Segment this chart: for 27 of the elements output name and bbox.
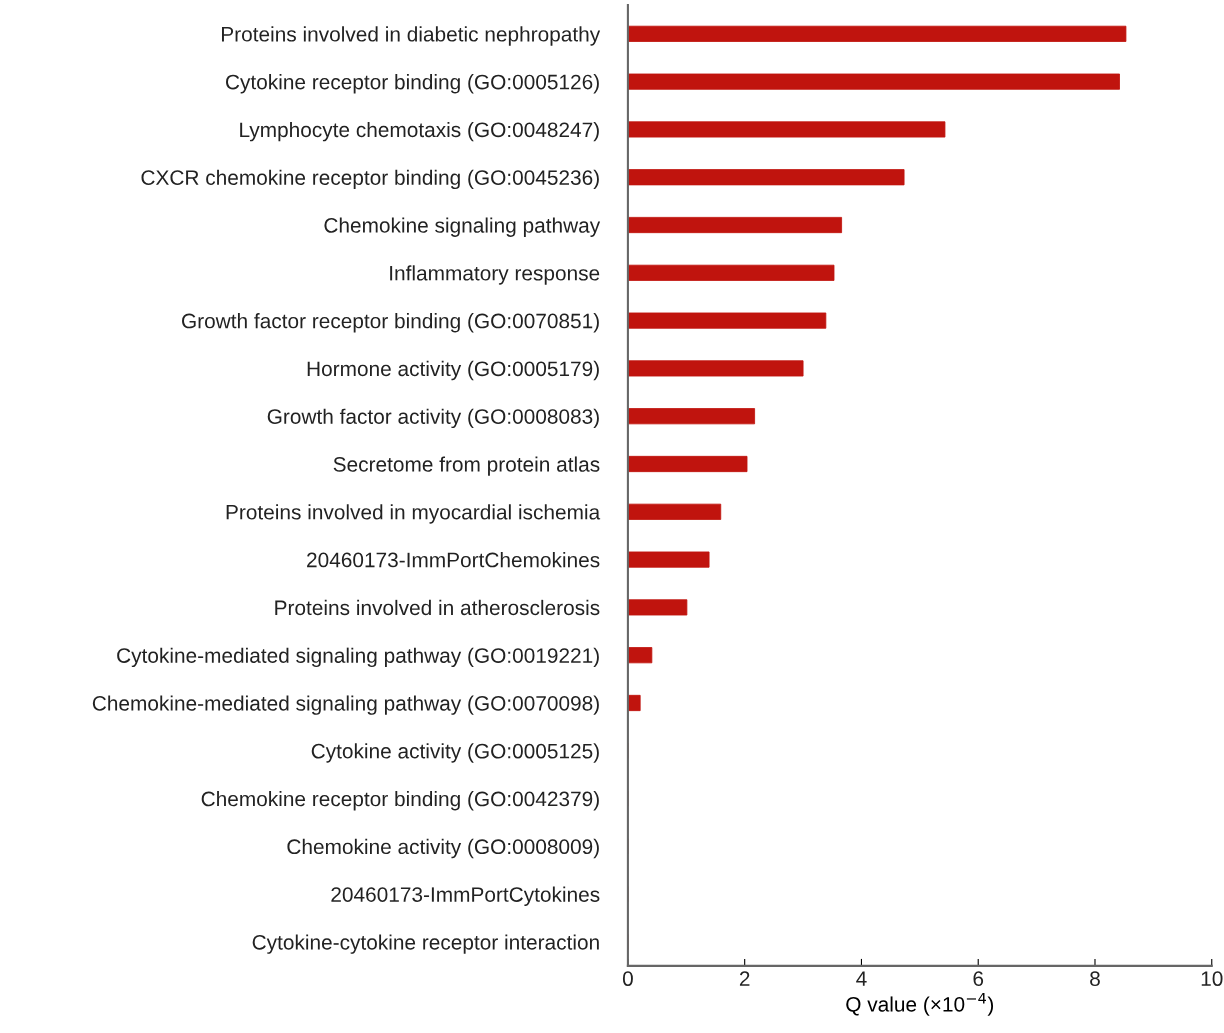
y-tick-label: Chemokine receptor binding (GO:0042379) [201,791,599,811]
y-tick-label: Growth factor receptor binding (GO:0070851) [182,313,599,333]
x-tick-label: 6 [973,971,984,987]
y-tick-label: Proteins involved in myocardial ischemia [226,504,601,524]
y-tick-label: Proteins involved in atherosclerosis [275,599,600,616]
y-tick-label: Hormone activity (GO:0005179) [307,360,599,381]
x-tick-label: 2 [739,971,750,986]
y-tick-label: Chemokine signaling pathway [324,217,601,237]
y-tick-label: 20460173-ImmPortCytokines [331,886,600,907]
y-tick-label: Chemokine activity (GO:0008009) [287,838,599,859]
y-tick-label: Inflammatory response [390,265,600,285]
x-tick-label: 8 [1090,971,1100,987]
y-tick-label: Cytokine-mediated signaling pathway (GO:0019221) [117,647,599,668]
x-axis-title: Q value (×10$^{−4}$) [846,992,994,1016]
y-tick-label: Cytokine activity (GO:0005125) [311,743,599,763]
y-tick-label: Chemokine-mediated signaling pathway (GO:0070098) [92,695,599,715]
y-tick-label: Cytokine receptor binding (GO:0005126) [226,74,599,94]
y-tick-label: Cytokine-cytokine receptor interaction [252,934,599,954]
y-tick-label: Secretome from protein atlas [333,456,600,476]
y-tick-label: CXCR chemokine receptor binding (GO:0045236) [141,169,599,190]
x-tick-label: 0 [622,971,633,987]
y-tick-label: Growth factor activity (GO:0008083) [267,408,599,429]
x-tick-label: 10 [1201,971,1223,987]
x-tick-label: 4 [856,971,867,986]
y-tick-label: Lymphocyte chemotaxis (GO:0048247) [240,121,599,142]
y-tick-label: Proteins involved in diabetic nephropathy [222,26,601,46]
y-tick-label: 20460173-ImmPortChemokines [307,552,600,568]
